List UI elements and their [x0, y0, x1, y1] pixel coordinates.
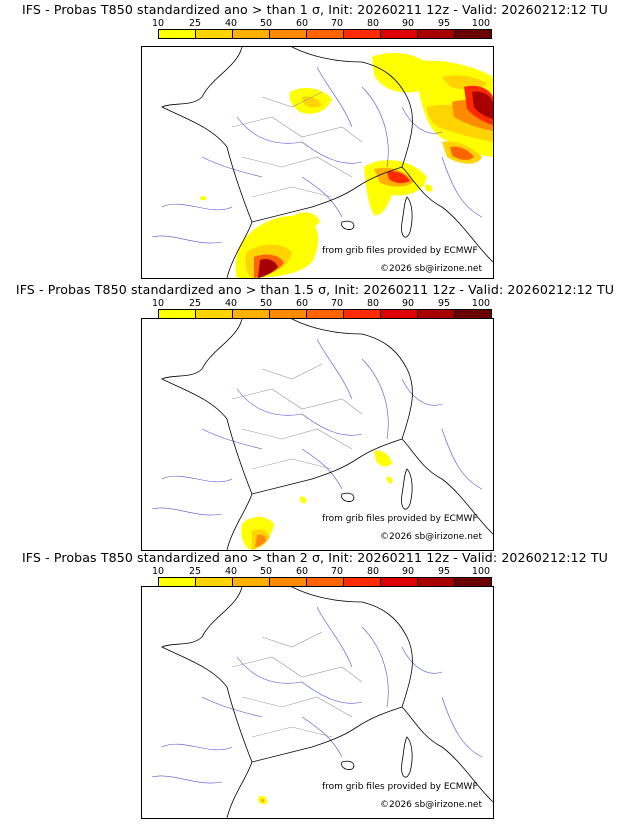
colorbar-tick: 80 — [366, 18, 380, 29]
map-frame — [141, 46, 494, 279]
colorbar-tick: 60 — [295, 566, 309, 577]
credit-grib: from grib files provided by ECMWF — [322, 246, 478, 256]
colorbar-swatch — [270, 310, 307, 318]
colorbar-swatch — [344, 30, 381, 38]
credit-site: ©2026 sb@irizone.net — [380, 532, 482, 542]
panel-3: IFS - Probas T850 standardized ano > tha… — [0, 548, 630, 819]
colorbar-tick: 95 — [437, 18, 451, 29]
credit-grib: from grib files provided by ECMWF — [322, 514, 478, 524]
colorbar-swatch — [307, 30, 344, 38]
colorbar-swatch — [233, 30, 270, 38]
colorbar-swatch — [455, 310, 491, 318]
colorbar-swatch — [196, 578, 233, 586]
colorbar-tick: 70 — [330, 566, 344, 577]
credit-site: ©2026 sb@irizone.net — [380, 264, 482, 274]
colorbar-tick: 90 — [401, 18, 415, 29]
colorbar-swatch — [233, 578, 270, 586]
colorbar-swatch — [159, 30, 196, 38]
colorbar-labels: 10 25 40 50 60 70 80 90 95 100 — [145, 566, 495, 578]
colorbar-swatch — [270, 30, 307, 38]
colorbar-swatch — [159, 578, 196, 586]
colorbar-tick: 60 — [295, 298, 309, 309]
map-frame — [141, 318, 494, 551]
map-canvas — [151, 319, 493, 550]
colorbar-swatch — [233, 310, 270, 318]
colorbar-labels: 10 25 40 50 60 70 80 90 95 100 — [145, 18, 495, 30]
map-canvas — [151, 47, 493, 278]
colorbar-swatch — [196, 310, 233, 318]
colorbar-tick: 10 — [151, 298, 165, 309]
colorbar-tick: 80 — [366, 566, 380, 577]
colorbar-tick: 25 — [188, 566, 202, 577]
colorbar-tick: 100 — [471, 566, 491, 577]
panel-title: IFS - Probas T850 standardized ano > tha… — [21, 2, 608, 17]
colorbar-tick: 50 — [259, 298, 273, 309]
colorbar-swatch — [159, 310, 196, 318]
panel-1: IFS - Probas T850 standardized ano > tha… — [0, 0, 630, 279]
panel-title: IFS - Probas T850 standardized ano > tha… — [15, 282, 615, 297]
colorbar-tick: 25 — [188, 18, 202, 29]
credit-grib: from grib files provided by ECMWF — [322, 782, 478, 792]
colorbar-tick: 40 — [224, 298, 238, 309]
colorbar-swatch — [381, 310, 418, 318]
colorbar-swatch — [270, 578, 307, 586]
colorbar-swatch — [381, 30, 418, 38]
colorbar-swatch — [418, 578, 455, 586]
colorbar-swatch — [455, 578, 491, 586]
colorbar-swatch — [344, 310, 381, 318]
colorbar-tick: 60 — [295, 18, 309, 29]
colorbar-tick: 100 — [471, 298, 491, 309]
colorbar-tick: 50 — [259, 566, 273, 577]
panel-title: IFS - Probas T850 standardized ano > tha… — [21, 550, 608, 565]
colorbar-swatch — [455, 30, 491, 38]
colorbar-tick: 70 — [330, 298, 344, 309]
colorbar-tick: 40 — [224, 566, 238, 577]
colorbar-tick: 25 — [188, 298, 202, 309]
colorbar-tick: 90 — [401, 566, 415, 577]
colorbar-swatch — [307, 310, 344, 318]
colorbar-swatch — [196, 30, 233, 38]
colorbar-swatch — [418, 30, 455, 38]
colorbar-tick: 100 — [471, 18, 491, 29]
map-canvas — [151, 587, 493, 818]
colorbar-tick: 10 — [151, 566, 165, 577]
colorbar — [158, 29, 492, 39]
colorbar-swatch — [344, 578, 381, 586]
colorbar-tick: 80 — [366, 298, 380, 309]
colorbar-tick: 90 — [401, 298, 415, 309]
colorbar-tick: 40 — [224, 18, 238, 29]
colorbar-tick: 50 — [259, 18, 273, 29]
credit-site: ©2026 sb@irizone.net — [380, 800, 482, 810]
colorbar-tick: 95 — [437, 298, 451, 309]
panel-2: IFS - Probas T850 standardized ano > tha… — [0, 280, 630, 551]
colorbar — [158, 309, 492, 319]
colorbar-tick: 70 — [330, 18, 344, 29]
colorbar-labels: 10 25 40 50 60 70 80 90 95 100 — [145, 298, 495, 310]
colorbar-swatch — [307, 578, 344, 586]
colorbar-tick: 10 — [151, 18, 165, 29]
map-frame — [141, 586, 494, 819]
colorbar-swatch — [418, 310, 455, 318]
colorbar-swatch — [381, 578, 418, 586]
colorbar-tick: 95 — [437, 566, 451, 577]
